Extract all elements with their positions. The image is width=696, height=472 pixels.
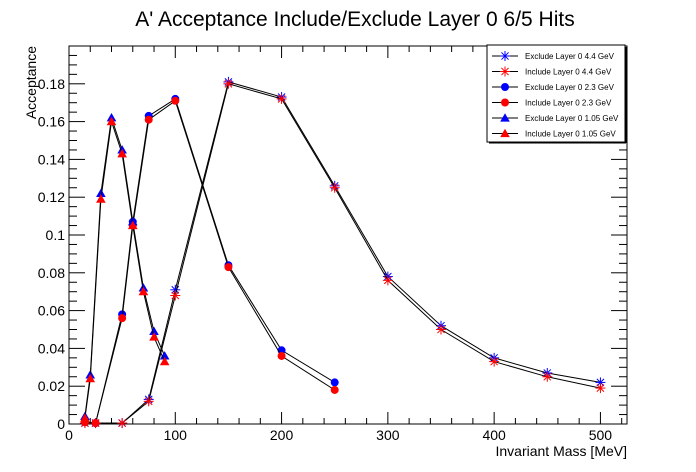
data-point	[501, 98, 509, 107]
x-tick-label: 200	[270, 427, 294, 443]
data-point	[85, 373, 96, 383]
data-point	[91, 419, 100, 428]
x-tick-label: 300	[376, 427, 400, 443]
data-point	[106, 116, 117, 126]
data-point	[149, 326, 159, 335]
y-tick-label: 0.08	[38, 265, 65, 281]
asterisk-stroke	[224, 79, 233, 88]
data-point	[143, 396, 154, 407]
chart-title: A' Acceptance Include/Exclude Layer 0 6/…	[135, 8, 574, 31]
asterisk-stroke	[118, 419, 127, 427]
legend-label: Exclude Layer 0 4.4 GeV	[525, 52, 615, 61]
y-tick-label: 0.1	[46, 227, 66, 243]
asterisk-stroke	[144, 397, 153, 406]
legend: Exclude Layer 0 4.4 GeV Include Layer 0 4…	[486, 44, 627, 144]
x-tick-label: 100	[164, 427, 188, 443]
data-point	[330, 385, 339, 394]
y-tick-label: 0.14	[38, 151, 65, 167]
legend-label: Exclude Layer 0 2.3 GeV	[525, 83, 615, 92]
data-point	[224, 263, 233, 272]
legend-item: Include Layer 0 4.4 GeV	[492, 66, 612, 77]
data-point	[276, 93, 287, 104]
asterisk-stroke	[596, 378, 605, 387]
legend-item: Include Layer 0 1.05 GeV	[492, 128, 616, 139]
data-point	[329, 182, 340, 193]
asterisk-stroke	[330, 183, 339, 192]
data-point	[436, 324, 446, 335]
data-point	[501, 83, 509, 91]
data-point	[500, 51, 510, 61]
x-axis-label: Invariant Mass [MeV]	[496, 443, 628, 459]
series-5	[80, 116, 170, 422]
y-tick-label: 0.18	[38, 76, 65, 92]
data-point	[500, 66, 510, 77]
asterisk-stroke	[543, 372, 552, 381]
asterisk-stroke	[501, 52, 509, 60]
legend-item: Exclude Layer 0 1.05 GeV	[492, 113, 619, 123]
y-tick-label: 0.06	[38, 303, 65, 319]
data-point	[489, 356, 500, 367]
legend-item: Exclude Layer 0 2.3 GeV	[492, 83, 615, 92]
data-point	[159, 356, 170, 366]
data-point	[500, 113, 510, 122]
y-tick-label: 0.02	[38, 378, 65, 394]
data-point	[96, 194, 106, 203]
x-tick-label: 400	[482, 427, 506, 443]
asterisk-stroke	[501, 67, 509, 76]
series-group	[79, 76, 606, 429]
asterisk-stroke	[596, 384, 605, 392]
data-point	[117, 418, 128, 429]
data-point	[117, 148, 127, 158]
x-tick-label: 500	[589, 427, 613, 443]
data-point	[542, 371, 553, 382]
y-tick-label: 0.04	[38, 340, 65, 356]
data-point	[80, 413, 90, 422]
legend-item: Include Layer 0 2.3 GeV	[492, 98, 612, 108]
data-point	[118, 314, 127, 323]
legend-item: Exclude Layer 0 4.4 GeV	[492, 51, 615, 61]
data-point	[595, 383, 606, 394]
y-tick-label: 0.16	[38, 114, 65, 130]
legend-label: Include Layer 0 2.3 GeV	[525, 99, 612, 108]
asterisk-stroke	[171, 291, 180, 300]
data-point	[330, 378, 339, 387]
legend-label: Include Layer 0 1.05 GeV	[525, 130, 616, 139]
y-tick-label: 0.12	[38, 189, 65, 205]
asterisk-stroke	[383, 276, 392, 285]
data-point	[144, 115, 153, 124]
data-point	[149, 332, 159, 341]
data-point	[500, 128, 510, 138]
legend-label: Exclude Layer 0 1.05 GeV	[525, 114, 619, 123]
data-point	[223, 78, 234, 89]
asterisk-stroke	[277, 95, 286, 103]
legend-label: Include Layer 0 4.4 GeV	[525, 68, 612, 77]
axis-ticks: 0 100 200 300 400 500 0 0.02 0.04 0.06 0.08 0.1 0.12…	[38, 46, 627, 443]
legend-box	[486, 44, 626, 143]
data-point	[382, 275, 393, 286]
asterisk-stroke	[437, 325, 445, 334]
data-point	[277, 351, 286, 360]
data-point	[96, 188, 106, 198]
data-point	[171, 96, 180, 105]
x-tick-label: 0	[65, 427, 73, 443]
data-point	[159, 351, 170, 360]
data-point	[170, 290, 181, 301]
y-axis-label: Acceptance	[23, 46, 39, 119]
data-point	[138, 286, 149, 296]
y-tick-label: 0	[57, 416, 65, 432]
asterisk-stroke	[490, 357, 499, 366]
data-point	[127, 220, 138, 230]
